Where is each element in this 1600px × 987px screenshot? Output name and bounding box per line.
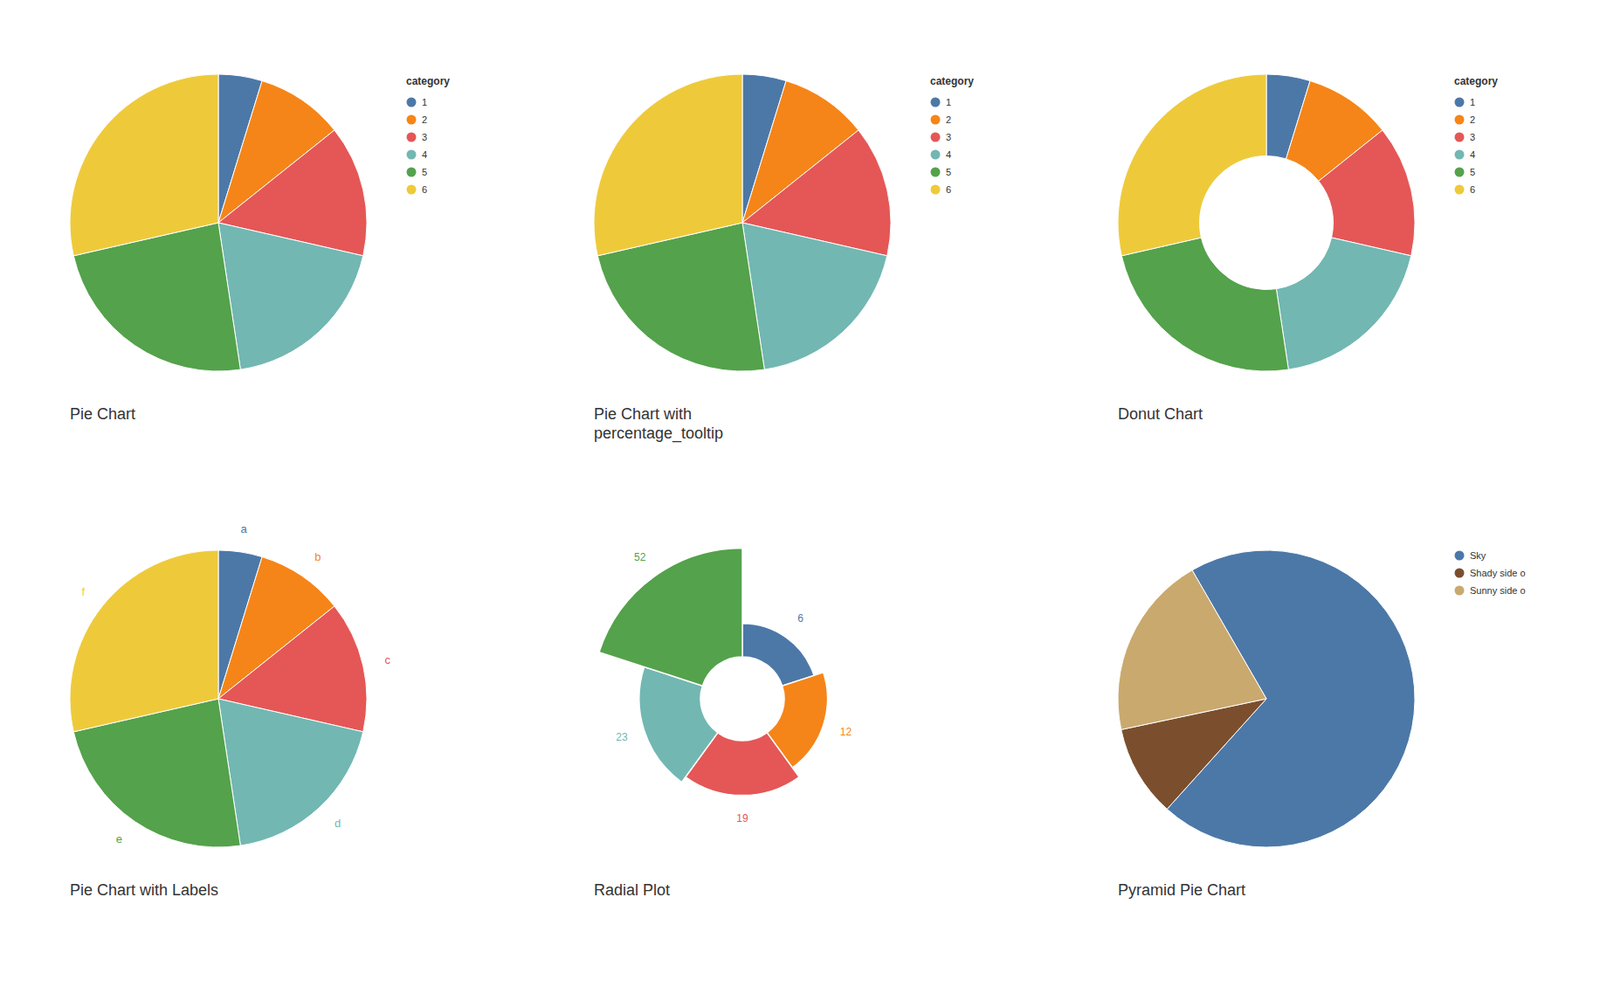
legend-swatch bbox=[931, 97, 941, 108]
data-label: 23 bbox=[615, 731, 628, 744]
slice bbox=[218, 222, 364, 370]
figure: category123456Pie Chartcategory123456Pie… bbox=[0, 0, 1600, 987]
legend-label: 2 bbox=[421, 114, 428, 125]
legend-label: 3 bbox=[1469, 131, 1476, 143]
legend-label: 3 bbox=[421, 131, 428, 143]
legend-swatch bbox=[1455, 150, 1465, 160]
chart-title-line: Pie Chart bbox=[69, 405, 136, 423]
chart-title: Pie Chart bbox=[69, 405, 136, 423]
legend-label: 4 bbox=[945, 149, 952, 160]
legend-label: 1 bbox=[945, 96, 952, 108]
legend-label: Sky bbox=[1469, 550, 1487, 561]
chart-title: Donut Chart bbox=[1117, 405, 1203, 423]
legend-swatch bbox=[1455, 568, 1465, 579]
chart-panel: a b c d e f Pie Chart with Labels bbox=[69, 522, 392, 899]
legend-swatch bbox=[406, 115, 417, 125]
legend-label: 6 bbox=[1469, 184, 1476, 195]
chart-title: Pie Chart withpercentage_tooltip bbox=[593, 405, 724, 443]
chart-title: Pie Chart with Labels bbox=[69, 881, 219, 899]
legend-swatch bbox=[931, 185, 941, 195]
chart-title: Pyramid Pie Chart bbox=[1117, 881, 1246, 899]
legend: category 1 2 3 4 5 6 bbox=[406, 75, 450, 195]
slice bbox=[218, 698, 364, 846]
legend-label: 1 bbox=[421, 96, 428, 108]
chart-title-line: Pyramid Pie Chart bbox=[1117, 881, 1246, 899]
legend-swatch bbox=[931, 115, 941, 125]
legend-label: 5 bbox=[945, 166, 952, 178]
legend-swatch bbox=[931, 132, 941, 143]
legend-title: category bbox=[930, 75, 974, 88]
legend-swatch bbox=[1455, 97, 1465, 108]
chart-panel: category 1 2 3 4 5 6 Pie Chart withpercentage_t… bbox=[593, 74, 974, 443]
legend-label: 4 bbox=[421, 149, 428, 160]
legend-swatch bbox=[406, 185, 417, 195]
radial-slice bbox=[742, 623, 814, 686]
slice bbox=[69, 550, 219, 732]
slice-label: c bbox=[385, 653, 392, 667]
legend-swatch bbox=[406, 150, 417, 160]
chart-title-line: Pie Chart with bbox=[593, 405, 692, 423]
chart-title-line: Radial Plot bbox=[593, 881, 670, 899]
legend-swatch bbox=[931, 167, 941, 178]
legend-swatch bbox=[931, 150, 941, 160]
legend-title: category bbox=[1454, 75, 1498, 88]
legend-swatch bbox=[1455, 115, 1465, 125]
legend-swatch bbox=[1455, 586, 1465, 596]
legend-title: category bbox=[406, 75, 450, 88]
slice-label: e bbox=[116, 832, 123, 846]
legend-swatch bbox=[406, 97, 417, 108]
data-label: 52 bbox=[634, 551, 647, 564]
data-label: 19 bbox=[736, 812, 749, 825]
slice bbox=[593, 74, 743, 256]
legend-label: 4 bbox=[1469, 149, 1476, 160]
legend-swatch bbox=[1455, 185, 1465, 195]
slice bbox=[1121, 237, 1289, 372]
legend-label: 3 bbox=[945, 131, 952, 143]
slice bbox=[1117, 74, 1267, 256]
chart-panel: 6 12 19 23 52 Radial Plot bbox=[593, 548, 852, 900]
data-label: 6 bbox=[797, 612, 804, 625]
chart-panel: category 1 2 3 4 5 6 Pie Chart bbox=[69, 74, 450, 423]
legend-label: 1 bbox=[1469, 96, 1476, 108]
chart-title: Radial Plot bbox=[593, 881, 670, 899]
legend-swatch bbox=[1455, 167, 1465, 178]
legend-swatch bbox=[406, 132, 417, 143]
legend: category 1 2 3 4 5 6 bbox=[1454, 75, 1498, 195]
slice bbox=[1275, 237, 1411, 370]
legend-swatch bbox=[406, 167, 417, 178]
radial-slice bbox=[599, 548, 743, 687]
radial-slice bbox=[639, 666, 718, 782]
slice bbox=[69, 74, 219, 256]
legend-label: Sunny side o bbox=[1469, 585, 1526, 596]
legend-label: 6 bbox=[945, 184, 952, 195]
legend-label: 2 bbox=[1469, 114, 1476, 125]
chart-panel: category 1 2 3 4 5 6 Donut Chart bbox=[1117, 74, 1498, 423]
legend-label: 6 bbox=[421, 184, 428, 195]
legend-label: Shady side o bbox=[1469, 567, 1526, 579]
legend-swatch bbox=[1455, 551, 1465, 561]
legend: category 1 2 3 4 5 6 bbox=[930, 75, 974, 195]
legend-swatch bbox=[1455, 132, 1465, 143]
slice-label: b bbox=[314, 550, 321, 564]
chart-title-line: Pie Chart with Labels bbox=[69, 881, 219, 899]
slice bbox=[1117, 570, 1267, 731]
legend: Sky Shady side o Sunny side o bbox=[1455, 550, 1526, 596]
slice bbox=[742, 222, 888, 370]
slice-label: f bbox=[82, 585, 86, 599]
legend-label: 5 bbox=[421, 166, 428, 178]
slice-label: a bbox=[241, 522, 249, 536]
chart-title-line: percentage_tooltip bbox=[593, 424, 724, 443]
legend-label: 2 bbox=[945, 114, 952, 125]
legend-label: 5 bbox=[1469, 166, 1476, 178]
data-label: 12 bbox=[840, 725, 853, 738]
slice bbox=[1318, 130, 1415, 256]
chart-title-line: Donut Chart bbox=[1117, 405, 1203, 423]
chart-panel: Sky Shady side o Sunny side o Pyramid Pie C… bbox=[1117, 550, 1526, 899]
slice-label: d bbox=[334, 816, 341, 830]
